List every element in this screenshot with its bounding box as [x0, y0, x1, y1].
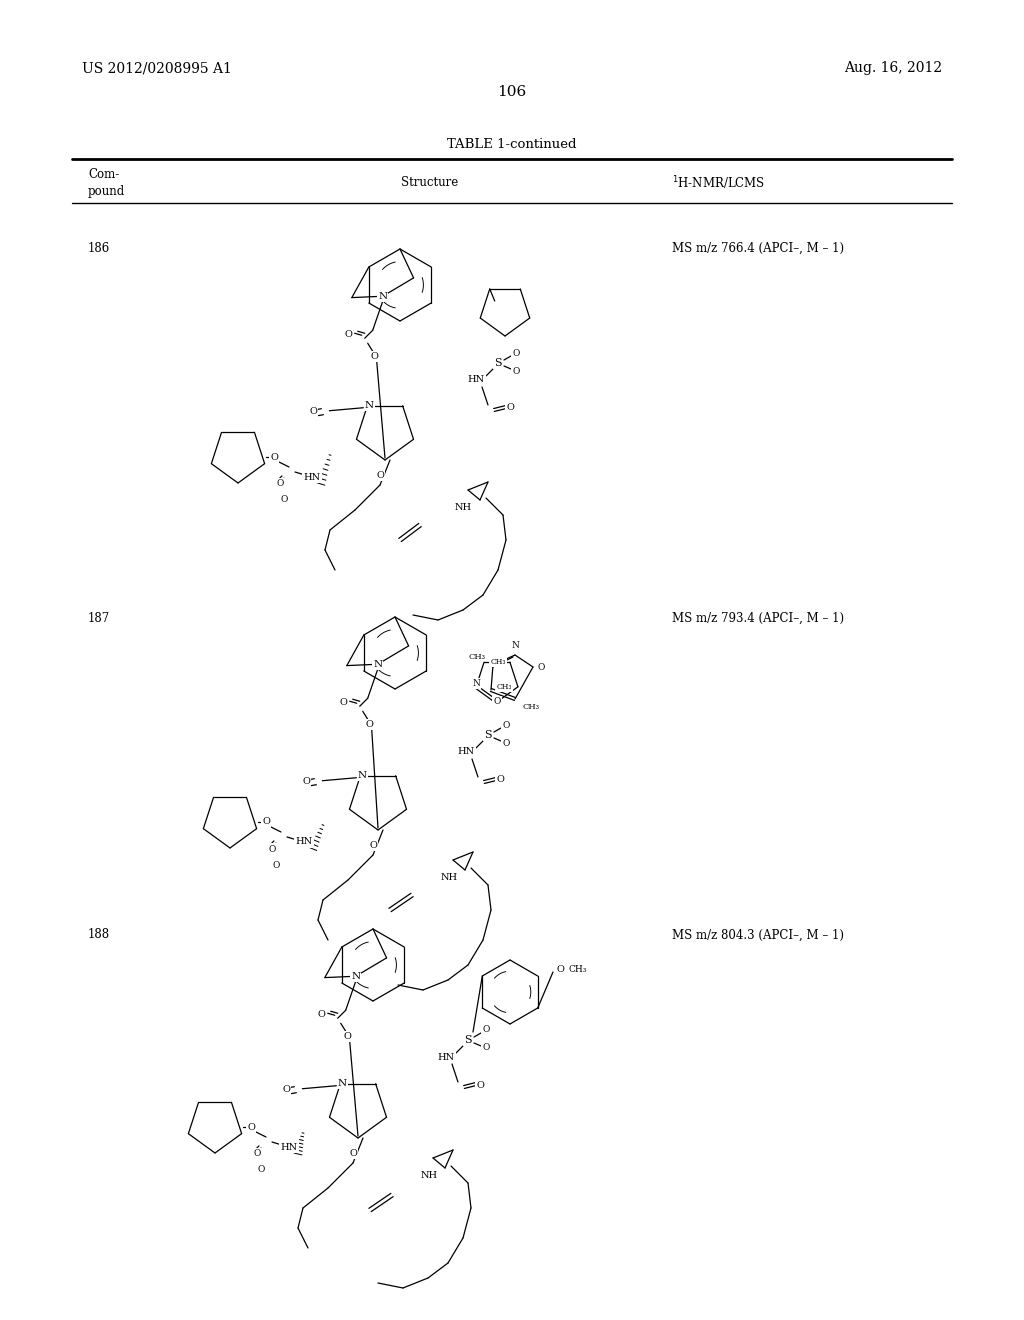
Text: O: O [345, 330, 352, 339]
Text: N: N [511, 640, 519, 649]
Text: O: O [538, 663, 545, 672]
Text: 186: 186 [88, 242, 111, 255]
Text: HN: HN [458, 747, 474, 756]
Text: TABLE 1-continued: TABLE 1-continued [447, 139, 577, 152]
Text: O: O [496, 776, 504, 784]
Text: O: O [262, 817, 270, 826]
Text: O: O [340, 698, 348, 706]
Text: O: O [556, 965, 564, 974]
Text: CH₃: CH₃ [522, 704, 540, 711]
Text: HN: HN [296, 837, 312, 846]
Text: N: N [351, 972, 360, 981]
Text: HN: HN [437, 1052, 455, 1061]
Text: O: O [283, 1085, 290, 1094]
Text: O: O [272, 861, 280, 870]
Text: 106: 106 [498, 84, 526, 99]
Text: O: O [302, 777, 310, 787]
Text: O: O [257, 1166, 264, 1175]
Text: O: O [482, 1044, 489, 1052]
Text: O: O [247, 1122, 255, 1131]
Text: O: O [371, 351, 379, 360]
Text: $^1$H-NMR/LCMS: $^1$H-NMR/LCMS [672, 174, 765, 191]
Text: O: O [276, 479, 284, 488]
Text: O: O [482, 1026, 489, 1035]
Text: HN: HN [303, 473, 321, 482]
Text: N: N [338, 1080, 347, 1088]
Text: MS m/z 804.3 (APCI–, M – 1): MS m/z 804.3 (APCI–, M – 1) [672, 928, 844, 941]
Text: Com-: Com- [88, 169, 119, 181]
Text: CH₃: CH₃ [568, 965, 587, 974]
Text: Structure: Structure [401, 177, 459, 190]
Text: O: O [476, 1081, 484, 1089]
Text: O: O [270, 453, 278, 462]
Text: O: O [349, 1148, 357, 1158]
Text: O: O [268, 845, 275, 854]
Text: O: O [369, 841, 377, 850]
Text: CH₃: CH₃ [497, 682, 512, 690]
Text: O: O [281, 495, 288, 504]
Text: O: O [503, 738, 510, 747]
Text: O: O [512, 367, 520, 375]
Text: O: O [366, 719, 374, 729]
Text: Aug. 16, 2012: Aug. 16, 2012 [844, 61, 942, 75]
Text: O: O [344, 1032, 351, 1040]
Text: 188: 188 [88, 928, 111, 941]
Text: S: S [484, 730, 492, 741]
Text: NH: NH [440, 873, 458, 882]
Text: O: O [253, 1150, 261, 1159]
Text: US 2012/0208995 A1: US 2012/0208995 A1 [82, 61, 231, 75]
Text: O: O [503, 721, 510, 730]
Text: NH: NH [421, 1171, 437, 1180]
Text: 187: 187 [88, 611, 111, 624]
Text: N: N [365, 401, 374, 411]
Text: O: O [506, 404, 514, 412]
Text: S: S [495, 358, 502, 368]
Text: N: N [472, 680, 480, 688]
Text: S: S [464, 1035, 472, 1045]
Text: pound: pound [88, 185, 125, 198]
Text: O: O [376, 470, 384, 479]
Text: MS m/z 766.4 (APCI–, M – 1): MS m/z 766.4 (APCI–, M – 1) [672, 242, 844, 255]
Text: O: O [317, 1010, 326, 1019]
Text: CH₃: CH₃ [469, 653, 485, 661]
Text: N: N [357, 771, 367, 780]
Text: N: N [373, 660, 382, 669]
Text: MS m/z 793.4 (APCI–, M – 1): MS m/z 793.4 (APCI–, M – 1) [672, 611, 844, 624]
Text: O: O [512, 348, 520, 358]
Text: N: N [378, 292, 387, 301]
Text: HN: HN [281, 1143, 298, 1151]
Text: NH: NH [455, 503, 472, 511]
Text: CH₃: CH₃ [490, 659, 506, 667]
Text: O: O [494, 697, 501, 706]
Text: O: O [309, 408, 317, 416]
Text: HN: HN [467, 375, 484, 384]
